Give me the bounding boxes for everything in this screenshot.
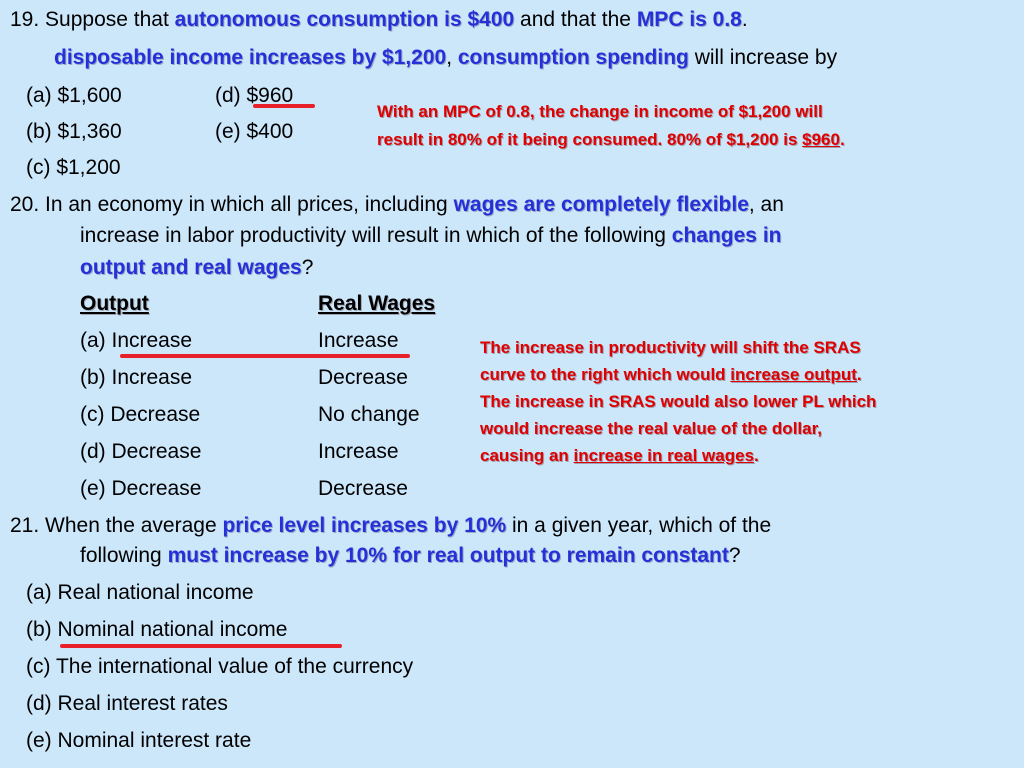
q19-highlight-autonomous: autonomous consumption is $400 [174,8,515,31]
q20-explanation-text: curve to the right which would [480,365,731,384]
q21-text: ? [728,544,741,567]
q20-option-c-output[interactable]: (c) Decrease [80,403,201,426]
q20-explanation-emphasis: increase output [730,365,857,384]
q20-option-d-wages[interactable]: Increase [318,440,399,463]
q19-option-d-value: $960 [246,84,294,107]
column-header-real-wages: Real Wages [318,292,436,315]
q20-line1: 20. In an economy in which all prices, i… [10,191,784,219]
q19-explanation-text: . [839,130,845,149]
column-header-output: Output [80,292,149,315]
q19-explanation-text: result in 80% of it being consumed. 80% … [377,130,803,149]
q19-explanation-answer: $960 [802,130,840,149]
q20-explanation-line5: causing an increase in real wages. [480,442,759,469]
q19-text: . [741,8,748,31]
q21-option-e[interactable]: (e) Nominal interest rate [26,729,252,752]
q20-explanation-emphasis: increase in real wages [573,446,755,465]
q19-explanation-line2: result in 80% of it being consumed. 80% … [377,126,845,153]
q19-text: and that the [514,8,637,31]
q20-explanation-text: . [754,446,759,465]
q21-highlight-price-level: price level increases by 10% [222,514,507,537]
q19-line2: disposable income increases by $1,200, c… [54,44,837,72]
answer-underline-q19 [253,104,315,108]
q19-text: will increase by [688,46,838,69]
answer-underline-q20 [120,354,410,358]
q20-explanation-text: . [856,365,862,384]
q21-text: following [80,544,168,567]
q19-line1: 19. Suppose that autonomous consumption … [10,6,748,34]
q21-text: 21. When the average [10,514,223,537]
q20-text: 20. In an economy in which all prices, i… [10,193,454,216]
q20-option-b-output[interactable]: (b) Increase [80,366,193,389]
q21-text: in a given year, which of the [506,514,772,537]
q20-explanation-line2: curve to the right which would increase … [480,361,862,388]
q20-highlight-wages: wages are completely flexible [453,193,749,216]
q19-option-d-prefix: (d) [215,84,247,107]
q20-option-e-wages[interactable]: Decrease [318,477,408,500]
q20-explanation-line1: The increase in productivity will shift … [480,338,861,357]
q21-option-b[interactable]: (b) Nominal national income [26,618,288,641]
q20-option-a-output[interactable]: (a) Increase [80,329,193,352]
q21-option-c[interactable]: (c) The international value of the curre… [26,655,414,678]
q21-option-a[interactable]: (a) Real national income [26,581,254,604]
q20-line3: output and real wages? [80,254,313,282]
q20-option-c-wages[interactable]: No change [318,403,420,426]
q21-option-d[interactable]: (d) Real interest rates [26,692,228,715]
q20-explanation-line4: would increase the real value of the dol… [480,419,822,438]
q20-highlight-output-wages: output and real wages [80,256,302,279]
q20-highlight-changes: changes in [671,224,782,247]
q19-highlight-consumption: consumption spending [457,46,689,69]
q19-text: 19. Suppose that [10,8,175,31]
q20-text: ? [301,256,314,279]
q21-line1: 21. When the average price level increas… [10,512,771,540]
q19-option-e[interactable]: (e) $400 [215,120,294,143]
q20-option-d-output[interactable]: (d) Decrease [80,440,202,463]
q19-text: , [446,46,458,69]
q21-highlight-must-increase: must increase by 10% for real output to … [167,544,729,567]
q19-option-d[interactable]: (d) $960 [215,82,293,110]
q19-option-c[interactable]: (c) $1,200 [26,156,121,179]
q20-option-e-output[interactable]: (e) Decrease [80,477,202,500]
answer-underline-q21 [60,644,342,648]
q20-text: , an [748,193,784,216]
q19-option-a[interactable]: (a) $1,600 [26,84,122,107]
q21-line2: following must increase by 10% for real … [80,542,741,570]
q19-highlight-income: disposable income increases by $1,200 [54,46,447,69]
q20-explanation-text: causing an [480,446,574,465]
q19-option-b[interactable]: (b) $1,360 [26,120,122,143]
q19-explanation-line1: With an MPC of 0.8, the change in income… [377,102,823,121]
q19-highlight-mpc: MPC is 0.8 [636,8,742,31]
q20-option-b-wages[interactable]: Decrease [318,366,408,389]
q20-option-a-wages[interactable]: Increase [318,329,399,352]
q20-line2: increase in labor productivity will resu… [80,222,781,250]
q20-text: increase in labor productivity will resu… [80,224,672,247]
q20-explanation-line3: The increase in SRAS would also lower PL… [480,392,877,411]
